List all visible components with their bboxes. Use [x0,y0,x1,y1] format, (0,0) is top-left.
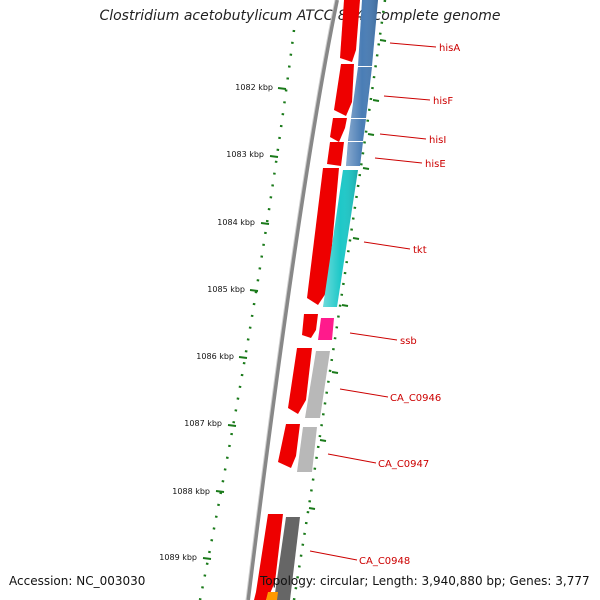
scale-tick [227,424,237,427]
outer-tick [372,99,380,102]
outer-ring-ticks [308,39,387,510]
scale-dotted-ring [198,29,296,600]
gene-label-CA_C0946[interactable]: CA_C0946 [390,393,441,404]
scale-label: 1086 kbp [196,352,234,361]
gene-label-CA_C0948[interactable]: CA_C0948 [359,556,410,567]
scale-label: 1087 kbp [184,419,222,428]
scale-label: 1088 kbp [172,487,210,496]
gene-label-hisA[interactable]: hisA [439,43,460,54]
cds-CA_C0946-strand-block[interactable] [288,348,312,414]
map-title: Clostridium acetobutylicum ATCC 824, com… [99,8,501,24]
gene-ssb[interactable] [318,318,334,340]
scale-tick [238,356,248,359]
scale-tick [215,490,225,493]
leader-tkt [363,241,411,250]
gene-labels: hisA hisF hisI hisE tkt ssb CA_C0946 CA_… [359,43,460,567]
cds-CA_C0947-strand-block[interactable] [278,424,300,468]
scale-label: 1089 kbp [159,553,197,562]
leader-hisI [379,133,427,140]
cds-hisF-strand-block[interactable] [334,64,354,116]
leader-ssb [349,332,398,341]
gene-label-hisE[interactable]: hisE [425,159,446,170]
gene-label-hisF[interactable]: hisF [433,96,453,107]
genome-backbone-highlight [245,0,336,600]
gene-label-tkt[interactable]: tkt [413,245,427,256]
cds-ssb-strand-block[interactable] [302,314,318,338]
gene-CA_C0947[interactable] [297,427,317,472]
leader-hisA [389,42,437,48]
scale-label: 1085 kbp [207,285,245,294]
leader-hisF [383,95,431,101]
scale-labels: 1082 kbp 1083 kbp 1084 kbp 1085 kbp 1086… [159,83,273,562]
leader-lines [309,42,437,561]
outer-tick [308,507,316,510]
outer-tick [352,237,360,240]
cds-hisE-strand-block[interactable] [327,142,344,166]
cds-partial-strand-block[interactable] [254,592,270,600]
scale-label: 1084 kbp [217,218,255,227]
cds-ring [254,0,360,600]
gene-shade [323,170,358,307]
cds-tkt-strand-block[interactable] [307,168,339,305]
outer-tick [367,133,375,136]
gene-CA_C0948[interactable] [274,517,300,600]
cds-hisI-strand-block[interactable] [330,118,347,142]
topology-text: Topology: circular; Length: 3,940,880 bp… [260,574,590,588]
outer-tick [331,371,339,374]
leader-CA_C0946 [339,388,389,398]
leader-CA_C0947 [327,453,377,464]
scale-tick [277,87,287,90]
scale-ticks [202,87,287,560]
outer-tick [379,39,387,42]
scale-tick [249,289,259,292]
outer-tick [362,167,370,170]
gene-ring [266,0,378,600]
leader-CA_C0948 [309,550,358,561]
gene-label-CA_C0947[interactable]: CA_C0947 [378,459,429,470]
accession-text: Accession: NC_003030 [9,574,146,588]
outer-tick [341,304,349,307]
scale-tick [202,557,212,560]
outer-tick [319,439,327,442]
leader-hisE [374,157,423,164]
cds-hisA-strand-block[interactable] [340,0,360,62]
gene-shade [346,0,378,166]
gene-label-hisI[interactable]: hisI [429,135,446,146]
cds-CA_C0948-strand-block[interactable] [256,514,283,598]
gene-label-ssb[interactable]: ssb [400,336,417,347]
scale-tick [269,155,279,158]
scale-tick [260,222,270,225]
scale-label: 1083 kbp [226,150,264,159]
gene-CA_C0946[interactable] [305,351,330,418]
scale-label: 1082 kbp [235,83,273,92]
gene-partial[interactable] [266,592,278,600]
genome-backbone [246,0,339,600]
